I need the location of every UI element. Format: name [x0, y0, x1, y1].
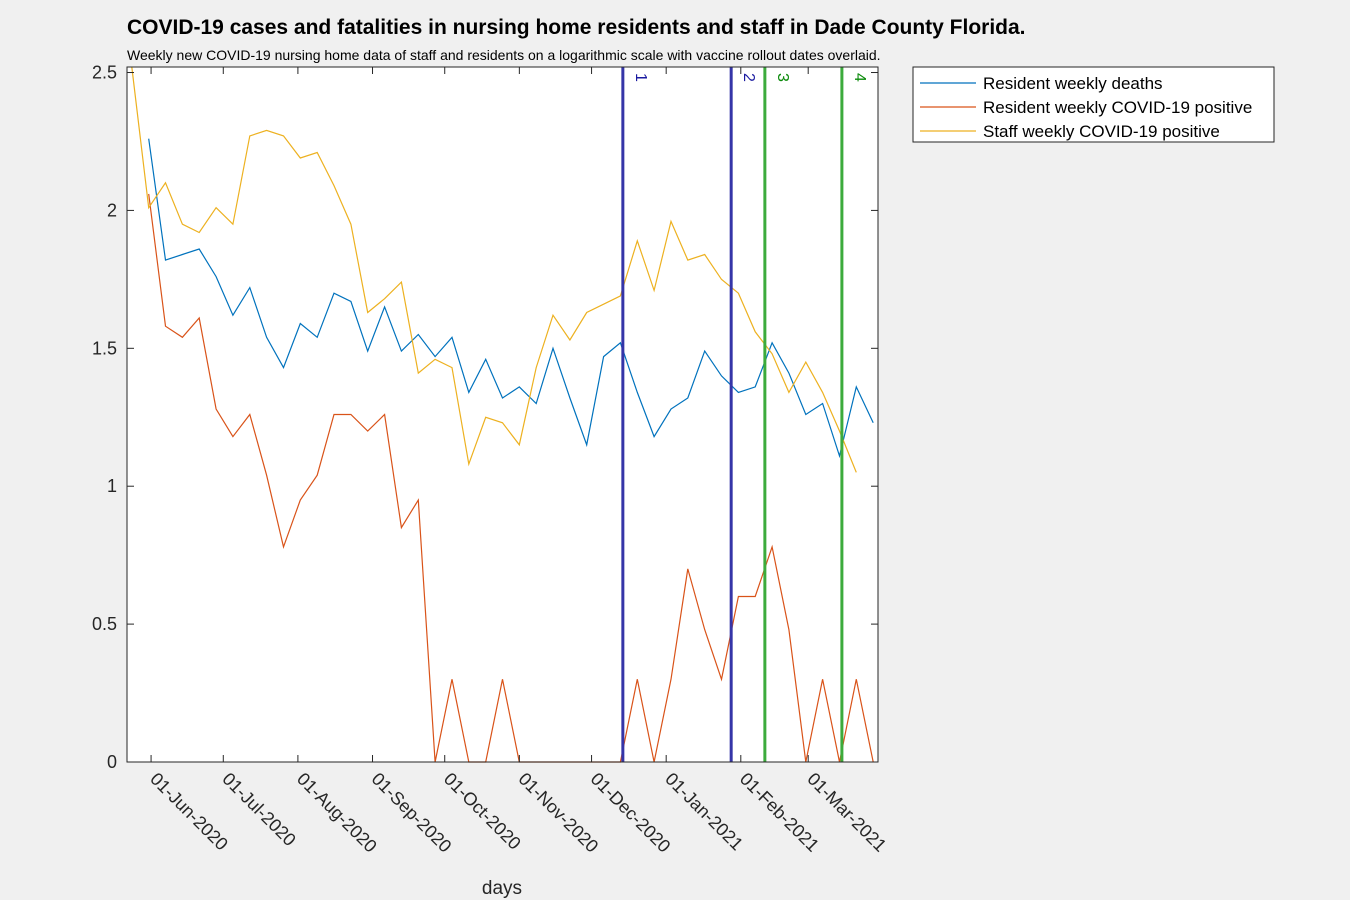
series-layer: [131, 66, 874, 763]
y-tick-label: 2.5: [92, 63, 117, 83]
legend-entry: Staff weekly COVID-19 positive: [983, 122, 1220, 141]
y-tick-label: 1.5: [92, 338, 117, 358]
plot-area: [127, 67, 878, 762]
x-axis-label: days: [482, 878, 522, 899]
legend: Resident weekly deaths Resident weekly CO…: [912, 66, 1275, 143]
axes-box: [126, 66, 879, 763]
y-tick-label: 2: [107, 200, 117, 220]
legend-box: [912, 66, 1275, 143]
series-line-2: [148, 193, 874, 763]
vaccine-rollout-label-1: 1: [632, 73, 649, 82]
series-line-1: [148, 138, 874, 459]
vaccine-rollout-label-2: 2: [740, 73, 757, 82]
y-tick-label: 0: [107, 752, 117, 772]
y-axis: 0 0.5 1 1.5 2 2.5: [92, 63, 878, 772]
series-line-3: [131, 66, 857, 473]
chart-title: COVID-19 cases and fatalities in nursing…: [127, 16, 1026, 39]
chart-subtitle: Weekly new COVID-19 nursing home data of…: [127, 47, 881, 63]
legend-entry: Resident weekly deaths: [983, 74, 1163, 93]
legend-entry: Resident weekly COVID-19 positive: [983, 98, 1252, 117]
vaccine-rollout-label-4: 4: [851, 73, 868, 82]
vaccine-rollout-label-3: 3: [774, 73, 791, 82]
vaccine-rollout-layer: 1 2 3 4: [621, 67, 868, 762]
y-tick-label: 1: [107, 476, 117, 496]
y-tick-label: 0.5: [92, 614, 117, 634]
